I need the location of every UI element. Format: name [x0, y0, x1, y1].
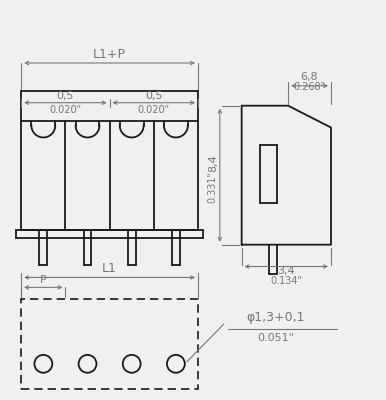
- Text: 8,4: 8,4: [208, 154, 218, 172]
- Text: 0.020": 0.020": [49, 105, 81, 115]
- Text: 0.134": 0.134": [270, 276, 302, 286]
- Text: L1+P: L1+P: [93, 48, 126, 60]
- Text: φ1,3+0,1: φ1,3+0,1: [246, 311, 305, 324]
- Text: 0,5: 0,5: [145, 91, 163, 101]
- Text: 6,8: 6,8: [301, 72, 318, 82]
- Text: 0.051": 0.051": [257, 333, 294, 343]
- Text: 0.331": 0.331": [208, 171, 218, 203]
- Text: L1: L1: [102, 262, 117, 275]
- Text: 0.020": 0.020": [138, 105, 170, 115]
- Text: 0,5: 0,5: [57, 91, 74, 101]
- Text: P: P: [40, 276, 47, 286]
- Text: 0.268": 0.268": [293, 82, 326, 92]
- Text: 3,4: 3,4: [278, 266, 295, 276]
